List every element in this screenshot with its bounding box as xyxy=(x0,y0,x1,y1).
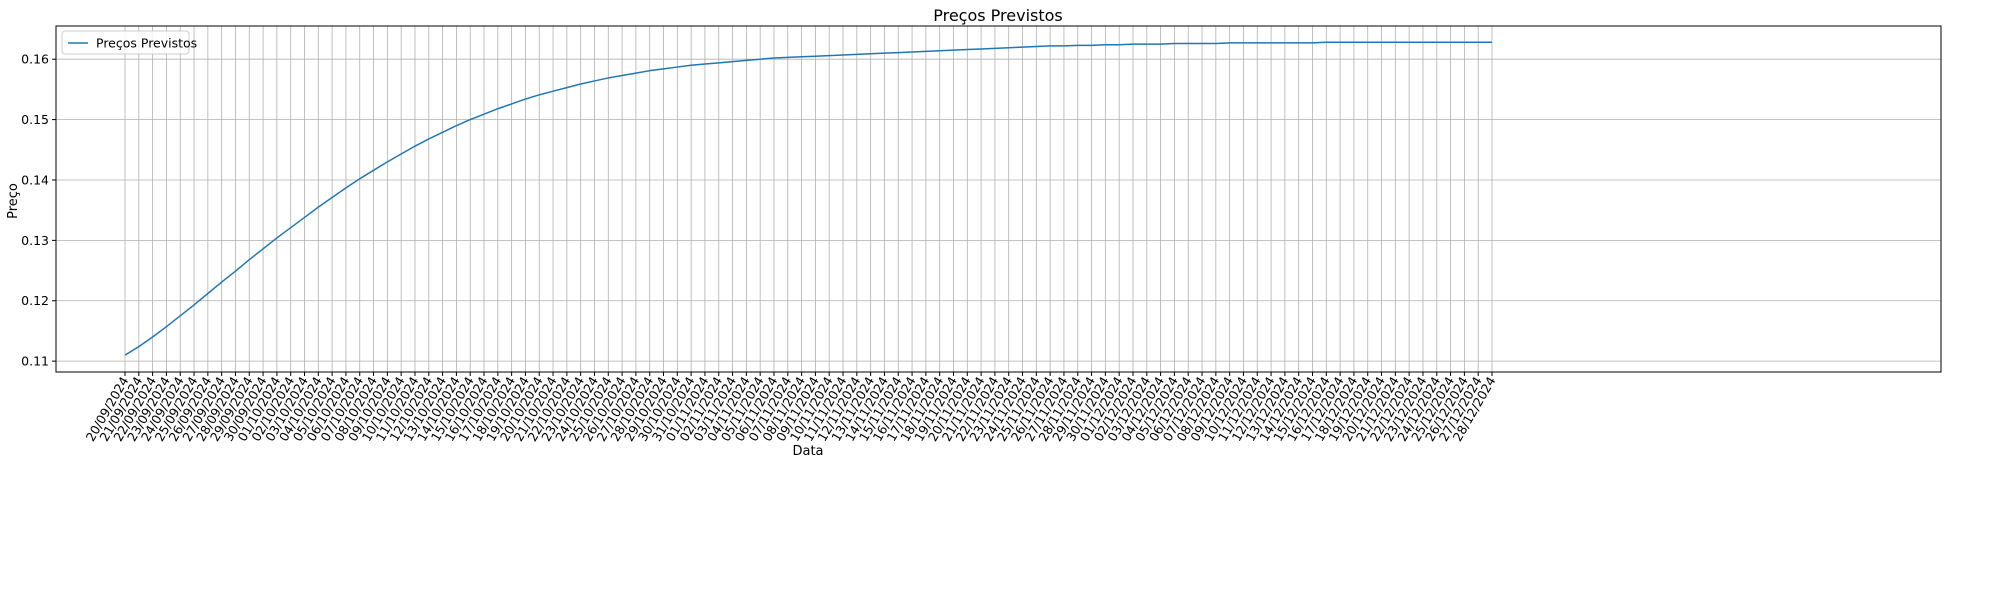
y-axis: 0.11 0.12 0.13 0.14 0.15 0.16 xyxy=(21,52,56,369)
y-tick-label: 0.16 xyxy=(21,52,49,67)
legend: Preços Previstos xyxy=(61,30,197,55)
x-axis: 20/09/202421/09/202422/09/202423/09/2024… xyxy=(83,372,1499,444)
y-tick-label: 0.14 xyxy=(21,172,49,187)
chart-title: Preços Previstos xyxy=(933,6,1063,25)
series-line xyxy=(124,41,1492,356)
y-axis-label: Preço xyxy=(6,183,21,219)
y-tick-label: 0.12 xyxy=(21,293,49,308)
y-tick-label: 0.15 xyxy=(21,112,49,127)
legend-entry: Preços Previstos xyxy=(96,36,197,51)
plot-area-frame xyxy=(55,25,1942,373)
y-tick-label: 0.13 xyxy=(21,233,49,248)
y-tick-label: 0.11 xyxy=(21,354,49,369)
legend-box xyxy=(61,30,190,55)
series-layer xyxy=(124,41,1492,356)
grid xyxy=(56,26,1941,372)
x-axis-label: Data xyxy=(792,444,823,459)
